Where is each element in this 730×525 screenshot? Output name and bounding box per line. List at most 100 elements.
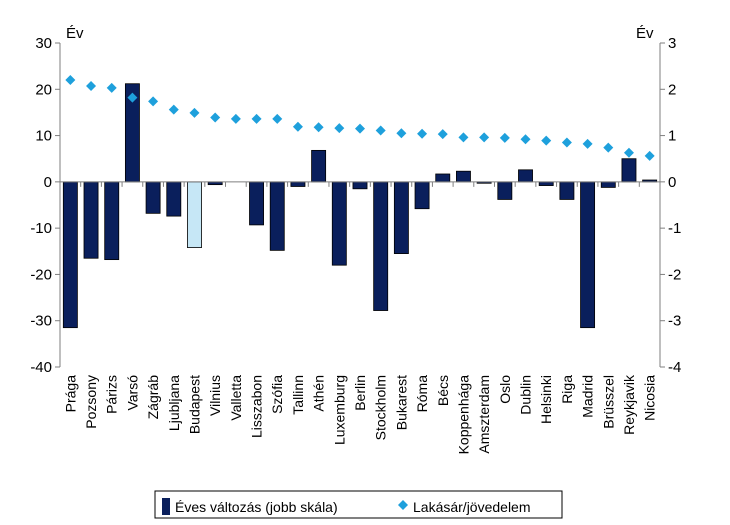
category-label: Prága bbox=[62, 375, 78, 413]
scatter-point bbox=[334, 123, 345, 134]
bar bbox=[621, 158, 637, 183]
bar bbox=[62, 181, 78, 329]
bar bbox=[166, 181, 182, 217]
category-label: Szófia bbox=[269, 375, 285, 414]
bar bbox=[311, 149, 327, 183]
bar bbox=[497, 181, 513, 200]
category-label: Riga bbox=[559, 375, 575, 404]
bar bbox=[538, 181, 554, 186]
category-label: Berlin bbox=[352, 375, 368, 411]
left-tick-label: 0 bbox=[44, 174, 52, 191]
category-label: Amszterdam bbox=[476, 375, 492, 454]
category-label: Brüsszel bbox=[600, 375, 616, 429]
category-label: Stockholm bbox=[373, 375, 389, 440]
bar bbox=[580, 181, 596, 329]
category-label: Nicosia bbox=[642, 375, 658, 421]
scatter-point bbox=[623, 147, 634, 158]
category-label: Valletta bbox=[228, 375, 244, 421]
scatter-point bbox=[644, 150, 655, 161]
scatter-point bbox=[65, 75, 76, 86]
scatter-point bbox=[603, 142, 614, 153]
right-tick-label: 1 bbox=[668, 128, 676, 145]
category-label: Reykjavik bbox=[621, 374, 637, 435]
bar bbox=[435, 173, 451, 183]
bar bbox=[83, 181, 99, 259]
category-label: Pozsony bbox=[83, 375, 99, 429]
legend-entry-scatter: Lakásár/jövedelem bbox=[413, 499, 531, 515]
bar bbox=[393, 181, 409, 255]
bar bbox=[559, 181, 575, 200]
category-label: Varsó bbox=[124, 375, 140, 411]
scatter-point bbox=[210, 112, 221, 123]
right-tick-label: -4 bbox=[668, 359, 681, 376]
scatter-point bbox=[582, 138, 593, 149]
category-label: Athén bbox=[311, 375, 327, 412]
category-label: Róma bbox=[414, 375, 430, 413]
category-label: Zágráb bbox=[145, 375, 161, 420]
legend-diamond-icon bbox=[398, 500, 408, 510]
category-label: Bukarest bbox=[393, 375, 409, 430]
scatter-point bbox=[499, 132, 510, 143]
scatter-point bbox=[189, 107, 200, 118]
category-label: Vilnius bbox=[207, 375, 223, 416]
bar bbox=[145, 181, 161, 214]
scatter-point bbox=[313, 122, 324, 133]
category-label: Helsinki bbox=[538, 375, 554, 424]
left-tick-label: -40 bbox=[30, 359, 52, 376]
left-tick-label: 20 bbox=[35, 81, 52, 98]
left-tick-label: -20 bbox=[30, 266, 52, 283]
category-label: Luxemburg bbox=[331, 375, 347, 445]
bar bbox=[187, 181, 202, 248]
scatter-point bbox=[230, 113, 241, 124]
legend-entry-bar: Éves változás (jobb skála) bbox=[175, 499, 338, 515]
right-tick-label: 0 bbox=[668, 174, 676, 191]
legend: Éves változás (jobb skála) Lakásár/jöved… bbox=[154, 490, 563, 519]
left-tick-label: 10 bbox=[35, 128, 52, 145]
left-tick-label: -10 bbox=[30, 220, 52, 237]
bar bbox=[373, 181, 389, 311]
scatter-point bbox=[86, 81, 97, 92]
legend-bar-swatch bbox=[162, 498, 170, 515]
category-label: Bécs bbox=[435, 375, 451, 406]
scatter-point bbox=[106, 82, 117, 93]
scatter-point bbox=[148, 96, 159, 107]
bar bbox=[331, 181, 347, 266]
bar bbox=[456, 170, 471, 183]
category-label: Ljubljana bbox=[166, 375, 182, 431]
scatter-point bbox=[396, 128, 407, 139]
scatter-point bbox=[520, 134, 531, 145]
right-tick-label: -2 bbox=[668, 266, 681, 283]
scatter-point bbox=[541, 135, 552, 146]
bar bbox=[352, 181, 368, 190]
scatter-point bbox=[127, 92, 138, 103]
bar bbox=[290, 181, 306, 187]
scatter-point bbox=[437, 129, 448, 140]
category-label: Budapest bbox=[186, 375, 202, 434]
left-axis-unit-label: Év bbox=[66, 25, 84, 42]
right-tick-label: -1 bbox=[668, 220, 681, 237]
left-tick-label: -30 bbox=[30, 313, 52, 330]
right-tick-label: 2 bbox=[668, 81, 676, 98]
scatter-point bbox=[417, 128, 428, 139]
bar bbox=[518, 169, 533, 183]
bar bbox=[249, 181, 264, 226]
right-axis-unit-label: Év bbox=[636, 25, 654, 42]
category-label: Koppenhága bbox=[455, 375, 471, 455]
scatter-point bbox=[375, 125, 386, 136]
scatter-point bbox=[458, 132, 469, 143]
category-label: Dublin bbox=[518, 375, 534, 415]
bar bbox=[600, 181, 616, 188]
right-tick-label: 3 bbox=[668, 35, 676, 52]
scatter-point bbox=[479, 132, 490, 143]
legend-box bbox=[154, 490, 563, 519]
scatter-point bbox=[272, 113, 283, 124]
scatter-point bbox=[561, 137, 572, 148]
bar bbox=[104, 181, 120, 261]
bar bbox=[414, 181, 430, 210]
scatter-point bbox=[251, 113, 262, 124]
scatter-point bbox=[168, 104, 179, 115]
category-label: Madrid bbox=[580, 375, 596, 418]
right-tick-label: -3 bbox=[668, 313, 681, 330]
